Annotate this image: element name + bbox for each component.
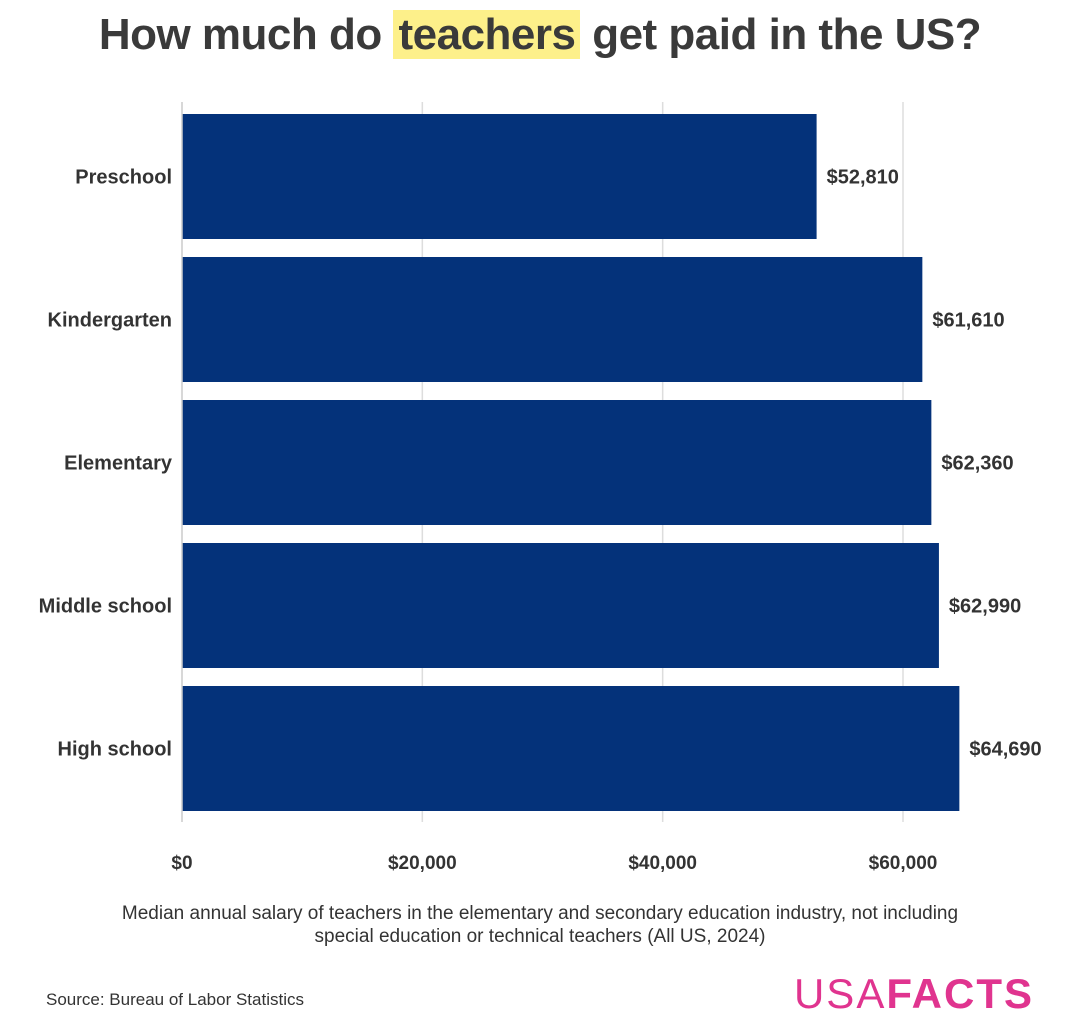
- value-label: $62,990: [949, 596, 1021, 618]
- bar: [182, 114, 817, 239]
- title-highlight: teachers: [393, 10, 581, 59]
- bar: [182, 686, 960, 811]
- category-label: Elementary: [64, 453, 173, 475]
- tick-label: $60,000: [869, 853, 938, 874]
- bar-chart: Preschool $52,810 Kindergarten $61,610 Eleme…: [39, 102, 1042, 874]
- category-label: Kindergarten: [48, 310, 172, 332]
- value-label: $62,360: [941, 453, 1013, 475]
- tick-label: $40,000: [628, 853, 697, 874]
- source-note: Source: Bureau of Labor Statistics: [46, 990, 304, 1009]
- bar: [182, 400, 932, 525]
- category-label: Middle school: [39, 596, 172, 618]
- value-label: $61,610: [932, 310, 1004, 332]
- title-text-before: How much do: [98, 10, 394, 59]
- category-label: Preschool: [75, 167, 172, 189]
- bar: [182, 257, 923, 382]
- value-label: $52,810: [827, 167, 899, 189]
- bar: [182, 543, 939, 668]
- usafacts-logo: USAFACTS: [794, 970, 1034, 1018]
- chart-title: How much do teachers get paid in the US?: [0, 10, 1080, 60]
- category-label: High school: [58, 739, 172, 761]
- tick-label: $20,000: [388, 853, 457, 874]
- chart-subtitle: Median annual salary of teachers in the …: [121, 903, 959, 947]
- value-label: $64,690: [969, 739, 1041, 761]
- title-text-after: get paid in the US?: [580, 10, 982, 59]
- logo-usa: USA: [793, 970, 887, 1017]
- tick-label: $0: [171, 853, 192, 874]
- logo-facts: FACTS: [886, 970, 1034, 1017]
